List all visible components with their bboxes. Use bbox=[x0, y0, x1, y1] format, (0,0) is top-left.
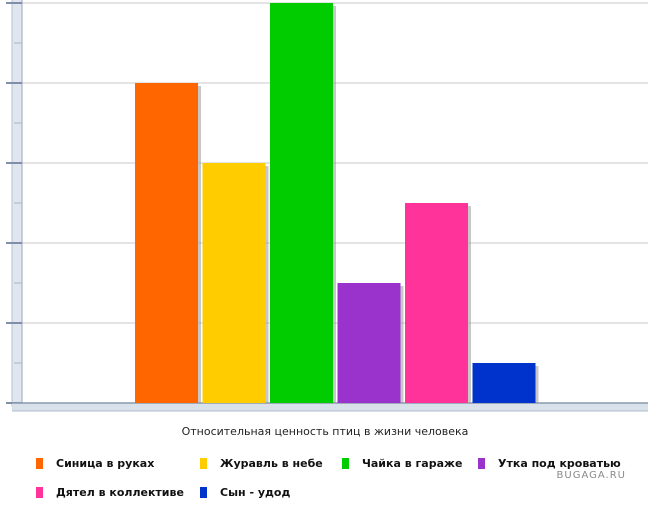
x-axis-floor bbox=[12, 403, 648, 411]
bar bbox=[405, 203, 468, 403]
y-axis-wall bbox=[12, 0, 22, 409]
legend-label: Чайка в гараже bbox=[362, 456, 463, 470]
legend-item: Сын - удод bbox=[200, 485, 290, 499]
legend-swatch bbox=[36, 486, 43, 498]
legend-item: Утка под кроватью bbox=[478, 456, 621, 470]
axis-layer bbox=[6, 0, 648, 412]
chart-caption: Относительная ценность птиц в жизни чело… bbox=[181, 425, 469, 438]
watermark-text: BUGAGA.RU bbox=[556, 470, 626, 481]
bar bbox=[337, 283, 401, 403]
legend-swatch bbox=[478, 457, 485, 469]
legend-label: Дятел в коллективе bbox=[56, 485, 184, 499]
bar-chart bbox=[6, 0, 648, 412]
bar bbox=[472, 363, 536, 403]
legend-swatch bbox=[342, 457, 349, 469]
bar bbox=[202, 163, 266, 403]
legend-swatch bbox=[200, 486, 207, 498]
legend-label: Сын - удод bbox=[220, 485, 291, 499]
legend-label: Утка под кроватью bbox=[498, 456, 621, 470]
bar bbox=[270, 3, 333, 403]
bars-layer bbox=[135, 3, 539, 403]
legend-item: Синица в руках bbox=[36, 456, 154, 470]
legend-item: Чайка в гараже bbox=[342, 456, 462, 470]
legend-swatch bbox=[36, 457, 43, 469]
legend-label: Журавль в небе bbox=[220, 456, 323, 470]
bar bbox=[135, 83, 198, 403]
legend-swatch bbox=[200, 457, 207, 469]
legend-item: Журавль в небе bbox=[200, 456, 323, 470]
chart-legend: Синица в руках Журавль в небе Чайка в гара… bbox=[36, 456, 636, 502]
legend-label: Синица в руках bbox=[56, 456, 155, 470]
legend-item: Дятел в коллективе bbox=[36, 485, 184, 499]
